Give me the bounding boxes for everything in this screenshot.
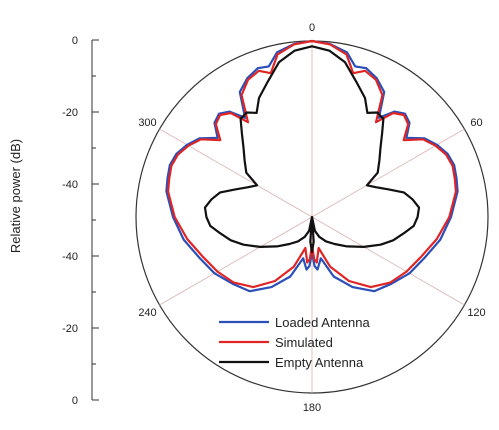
radial-tick-label-1: -20: [62, 107, 78, 119]
radial-tick-label-0: 0: [72, 35, 78, 47]
angle-label-60: 60: [470, 117, 482, 129]
angle-label-240: 240: [138, 307, 156, 319]
y-axis-label: Relative power (dB): [8, 139, 23, 253]
angle-label-180: 180: [303, 402, 321, 414]
angle-label-0: 0: [309, 22, 315, 34]
legend-label-2: Empty Antenna: [275, 355, 364, 370]
legend: Loaded Antenna Simulated Empty Antenna: [219, 315, 370, 370]
radial-tick-label-3: -40: [62, 251, 78, 263]
angle-label-120: 120: [467, 307, 485, 319]
radial-tick-label-2: -40: [62, 179, 78, 191]
radial-tick-label-4: -20: [62, 323, 78, 335]
series-line-1: [167, 39, 457, 289]
angle-label-300: 300: [138, 117, 156, 129]
series-layer: [165, 39, 459, 293]
radial-axis: 0 -20 -40 -40 -20 0: [62, 35, 99, 407]
grid-spoke-60: [311, 128, 465, 218]
legend-label-1: Simulated: [275, 335, 333, 350]
radial-tick-label-5: 0: [72, 395, 78, 407]
grid-spoke-120: [311, 216, 465, 306]
legend-label-0: Loaded Antenna: [275, 315, 370, 330]
grid-spoke-240: [159, 216, 313, 306]
series-line-2: [203, 45, 421, 254]
angle-labels: 0 60 120 180 240 300: [138, 22, 485, 414]
grid-spoke-300: [159, 128, 313, 218]
